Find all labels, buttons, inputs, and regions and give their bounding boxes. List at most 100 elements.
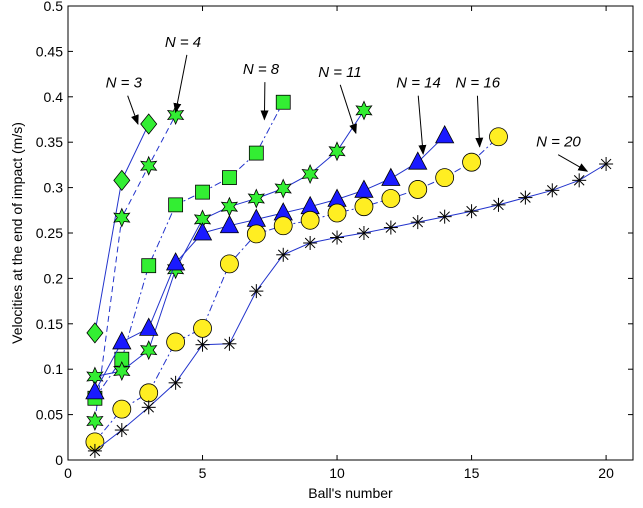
data-point (599, 156, 614, 171)
data-point (140, 340, 158, 361)
asterisk-stroke (573, 175, 585, 186)
asterisk-stroke (412, 216, 424, 228)
data-point (489, 127, 508, 147)
data-point (192, 222, 213, 241)
annotation-arrow (173, 54, 188, 114)
annotation-label: N = 8 (243, 61, 280, 78)
data-point (300, 210, 320, 230)
asterisk-stroke (358, 227, 370, 239)
asterisk-stroke (439, 211, 450, 222)
series-line (94, 114, 177, 422)
data-point (545, 183, 560, 198)
asterisk-stroke (251, 285, 262, 297)
asterisk-stroke (600, 158, 612, 170)
data-point (354, 179, 374, 198)
asterisk-stroke (224, 338, 235, 350)
annotation-label: N = 4 (165, 34, 201, 51)
data-point (140, 155, 158, 176)
y-axis-label: Velocities at the end of impact (m/s) (9, 122, 25, 344)
series-n20 (87, 156, 614, 458)
asterisk-stroke (170, 377, 181, 389)
data-point (193, 318, 212, 338)
series-n16 (85, 127, 508, 452)
data-point (437, 209, 452, 224)
data-point (141, 258, 157, 274)
data-point (87, 443, 102, 458)
data-point (249, 284, 264, 299)
data-point (248, 145, 264, 161)
y-tick-label: 0.3 (44, 180, 64, 196)
data-point (222, 170, 237, 186)
x-tick-label: 15 (464, 465, 480, 481)
series-n4 (86, 105, 185, 431)
data-point (383, 220, 398, 235)
data-point (356, 226, 371, 240)
data-point (491, 197, 506, 212)
annotation-label: N = 3 (106, 75, 143, 92)
data-point (86, 322, 104, 344)
y-tick-label: 0.45 (36, 43, 63, 59)
data-point (220, 196, 239, 217)
data-point (168, 197, 184, 213)
data-point (408, 180, 428, 199)
data-point (273, 216, 293, 236)
annotation-arrow (127, 95, 139, 125)
data-point (195, 337, 210, 352)
data-point (85, 381, 105, 400)
data-point (518, 190, 533, 205)
x-tick-label: 5 (199, 465, 207, 481)
data-point (165, 252, 186, 271)
data-point (275, 94, 291, 110)
data-point (140, 113, 158, 135)
data-point (354, 197, 374, 217)
data-point (113, 361, 131, 381)
x-axis-label: Ball's number (308, 485, 393, 501)
data-point (381, 189, 401, 208)
annotation-label: N = 14 (396, 75, 441, 92)
x-tick-label: 10 (329, 465, 345, 481)
asterisk-stroke (197, 339, 208, 350)
data-point (139, 317, 159, 336)
data-point (219, 214, 240, 234)
data-point (328, 141, 346, 162)
data-point (166, 105, 185, 125)
data-point (572, 173, 587, 188)
x-tick-label: 0 (64, 465, 72, 481)
data-point (410, 215, 425, 230)
y-tick-label: 0.25 (36, 225, 63, 241)
data-point (327, 203, 347, 223)
annotation-arrow (339, 84, 357, 135)
x-tick-label: 20 (598, 465, 614, 481)
y-tick-label: 0.15 (36, 316, 63, 332)
data-point (141, 400, 156, 415)
data-point (113, 169, 131, 191)
asterisk-stroke (89, 445, 101, 457)
data-point (276, 247, 291, 262)
series-n3 (86, 113, 158, 344)
data-point (247, 188, 265, 209)
data-point (381, 167, 401, 186)
y-tick-label: 0.2 (44, 270, 64, 286)
y-tick-label: 0.4 (44, 89, 64, 105)
y-tick-label: 0.5 (44, 0, 64, 14)
data-point (166, 332, 186, 352)
series-n8 (87, 94, 291, 406)
annotation-label: N = 20 (536, 134, 581, 151)
asterisk-stroke (546, 185, 558, 196)
series-line (94, 123, 150, 333)
data-point (114, 423, 129, 438)
data-point (246, 224, 266, 244)
data-point (222, 336, 237, 351)
asterisk-stroke (143, 402, 155, 413)
annotation-label: N = 11 (318, 64, 362, 81)
data-point (435, 124, 455, 144)
y-tick-label: 0.05 (36, 407, 63, 423)
annotation-label: N = 16 (455, 75, 500, 92)
data-point (301, 164, 319, 184)
data-point (464, 204, 479, 219)
data-point (462, 152, 481, 172)
series-line (94, 163, 607, 452)
asterisk-stroke (466, 205, 477, 217)
data-point (86, 411, 104, 431)
data-point (168, 375, 183, 390)
